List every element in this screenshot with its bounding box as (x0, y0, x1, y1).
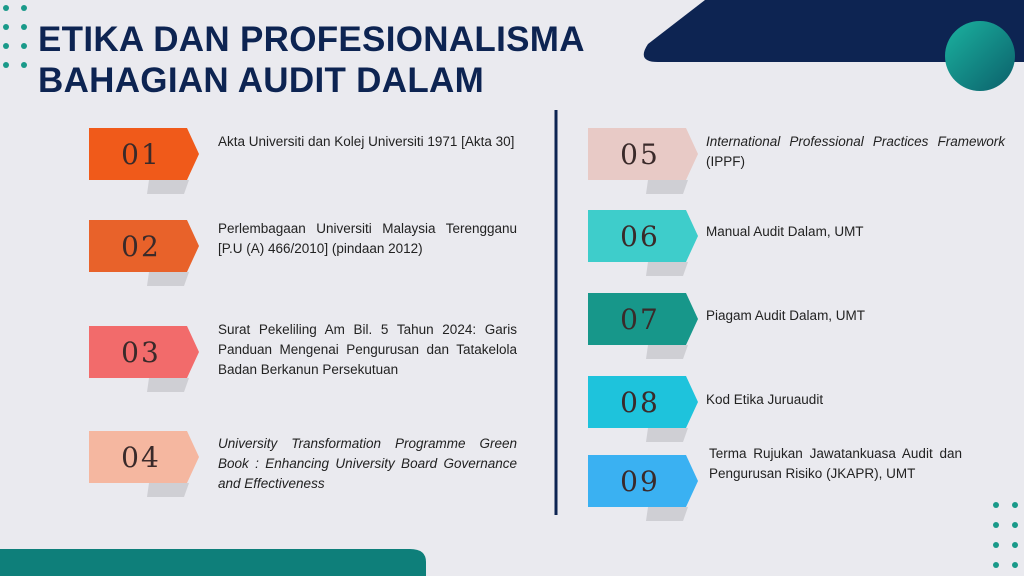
number-tag: 08 (588, 376, 698, 442)
item-number: 01 (121, 138, 161, 171)
item-number: 09 (620, 465, 660, 498)
item-text-body: Manual Audit Dalam, UMT (706, 224, 864, 239)
item-text: Akta Universiti dan Kolej Universiti 197… (218, 132, 517, 152)
number-tag: 09 (588, 455, 698, 521)
item-number: 05 (620, 138, 660, 171)
item-text-body: Piagam Audit Dalam, UMT (706, 308, 866, 323)
number-tag: 05 (588, 128, 698, 194)
item-text: Kod Etika Juruaudit (706, 390, 1005, 410)
item-text-body: Surat Pekeliling Am Bil. 5 Tahun 2024: G… (218, 322, 517, 377)
item-text: Surat Pekeliling Am Bil. 5 Tahun 2024: G… (218, 320, 517, 380)
item-text-body: Kod Etika Juruaudit (706, 392, 824, 407)
item-number: 08 (620, 386, 660, 419)
item-number: 07 (620, 303, 660, 336)
item-number: 04 (121, 441, 161, 474)
item-text: International Professional Practices Fra… (706, 132, 1005, 172)
title-line: ETIKA DAN PROFESIONALISMA (38, 20, 585, 59)
item-text: Perlembagaan Universiti Malaysia Terengg… (218, 219, 517, 259)
number-tag: 03 (89, 326, 199, 392)
title-line: BAHAGIAN AUDIT DALAM (38, 61, 485, 100)
number-tag: 02 (89, 220, 199, 286)
number-tag: 04 (89, 431, 199, 497)
item-text: Manual Audit Dalam, UMT (706, 222, 1005, 242)
item-text-body: (IPPF) (706, 154, 745, 169)
item-text-body: Terma Rujukan Jawatankuasa Audit dan Pen… (709, 446, 962, 481)
item-text-body: Akta Universiti dan Kolej Universiti 197… (218, 134, 515, 149)
item-number: 02 (121, 230, 161, 263)
item-text-italic: University Transformation Programme Gree… (218, 436, 517, 491)
number-tag: 07 (588, 293, 698, 359)
number-tag: 01 (89, 128, 199, 194)
item-text-italic: International Professional Practices Fra… (706, 134, 1005, 149)
item-number: 03 (121, 336, 161, 369)
item-text-body: Perlembagaan Universiti Malaysia Terengg… (218, 221, 517, 256)
item-text: Terma Rujukan Jawatankuasa Audit dan Pen… (709, 444, 962, 484)
item-text: Piagam Audit Dalam, UMT (706, 306, 1005, 326)
item-number: 06 (620, 220, 660, 253)
number-tag: 06 (588, 210, 698, 276)
item-text: University Transformation Programme Gree… (218, 434, 517, 494)
